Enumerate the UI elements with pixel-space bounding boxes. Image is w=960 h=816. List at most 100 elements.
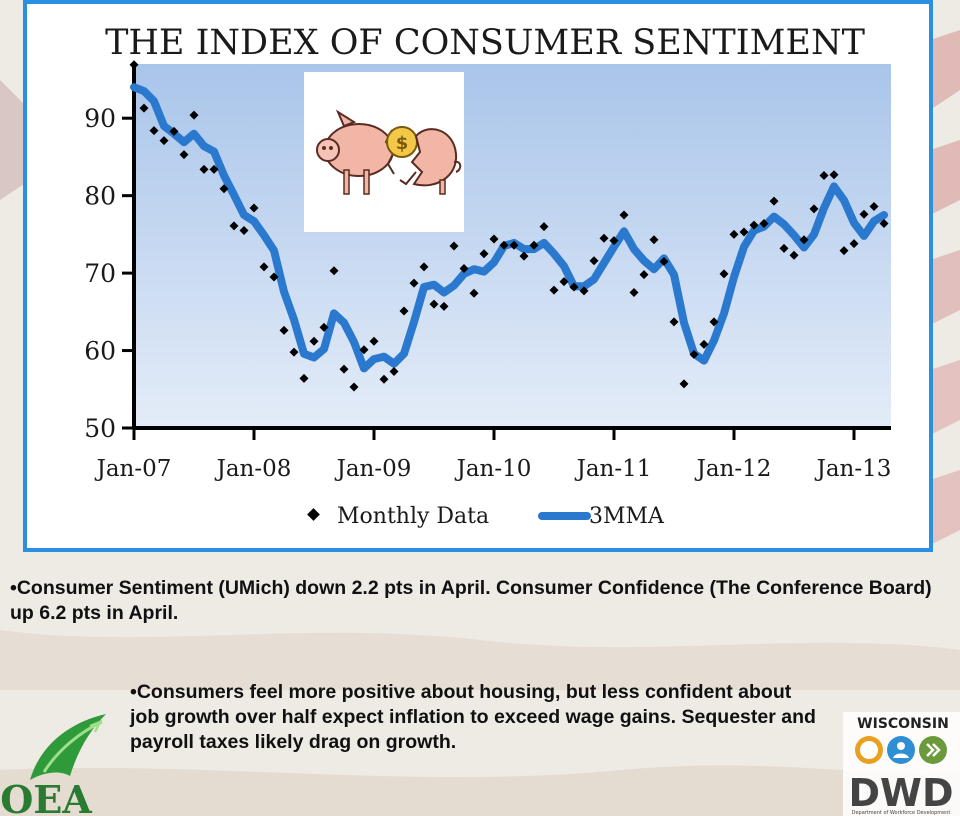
dwd-logo-caption: Department of Workforce Development [852, 810, 951, 816]
monthly-data-point [159, 136, 169, 146]
monthly-data-point [619, 210, 629, 220]
monthly-data-point [209, 164, 219, 174]
monthly-data-point [589, 256, 599, 266]
monthly-data-point [679, 379, 689, 389]
series-monthly-data [129, 60, 889, 392]
monthly-data-point [389, 366, 399, 376]
monthly-data-point [139, 103, 149, 113]
monthly-data-point [759, 219, 769, 229]
monthly-data-point [239, 226, 249, 236]
dwd-logo: WISCONSIN DWD Department of Workforce De… [843, 712, 960, 816]
y-axis-ticks: 50 60 70 80 90 [84, 104, 134, 443]
monthly-data-point [609, 236, 619, 246]
monthly-data-point [469, 288, 479, 298]
monthly-data-point [489, 234, 499, 244]
monthly-data-point [309, 336, 319, 346]
monthly-data-point [439, 301, 449, 311]
x-tick-label: Jan-11 [575, 456, 652, 482]
monthly-data-point [849, 239, 859, 249]
monthly-data-point [339, 364, 349, 374]
monthly-data-point [429, 299, 439, 309]
monthly-data-point [629, 287, 639, 297]
monthly-data-point [169, 126, 179, 136]
monthly-data-point [319, 322, 329, 332]
dwd-logo-wisconsin: WISCONSIN [857, 716, 949, 732]
monthly-data-point [299, 373, 309, 383]
monthly-data-point [509, 240, 519, 250]
x-axis-ticks: Jan-07 Jan-08 Jan-09 Jan-10 Jan-11 Jan-12 Jan-… [95, 428, 892, 482]
monthly-data-point [369, 336, 379, 346]
chart-legend: Monthly Data 3MMA [307, 504, 665, 529]
monthly-data-point [819, 171, 829, 181]
bullet-note-sentiment: •Consumer Sentiment (UMich) down 2.2 pts… [10, 577, 932, 624]
monthly-data-point [749, 220, 759, 230]
series-3mma-line [130, 83, 888, 373]
legend-item-3mma: 3MMA [538, 504, 665, 529]
monthly-data-point [829, 170, 839, 180]
y-tick-label: 90 [84, 104, 116, 133]
monthly-data-point [859, 209, 869, 219]
monthly-data-point [879, 219, 889, 229]
y-tick-label: 50 [84, 414, 116, 443]
monthly-data-point [789, 250, 799, 260]
bullet-note-consumers: •Consumers feel more positive about hous… [130, 681, 816, 753]
monthly-data-point [809, 204, 819, 214]
monthly-data-point [399, 306, 409, 316]
monthly-data-point [479, 249, 489, 259]
monthly-data-point [709, 317, 719, 327]
oea-logo-text: OEA [0, 777, 92, 816]
dwd-logo-letters: DWD [848, 771, 953, 815]
svg-text:$: $ [396, 133, 409, 154]
monthly-data-point [539, 222, 549, 232]
monthly-data-point [579, 286, 589, 296]
x-tick-label: Jan-09 [335, 456, 412, 482]
monthly-data-point [599, 233, 609, 243]
monthly-data-point [419, 262, 429, 272]
legend-item-monthly-data: Monthly Data [307, 504, 489, 529]
monthly-data-point [799, 235, 809, 245]
monthly-data-point [379, 374, 389, 384]
broken-piggy-bank-icon: $ [304, 72, 464, 232]
monthly-data-point [719, 269, 729, 279]
y-tick-label: 60 [84, 337, 116, 366]
monthly-data-point [289, 347, 299, 357]
monthly-data-point [359, 345, 369, 355]
monthly-data-point [249, 203, 259, 213]
monthly-data-point [729, 229, 739, 239]
legend-label-monthly-data: Monthly Data [337, 504, 489, 529]
y-tick-label: 70 [84, 259, 116, 288]
monthly-data-point [699, 339, 709, 349]
monthly-data-point [519, 251, 529, 261]
monthly-data-point [869, 202, 879, 212]
monthly-data-point [569, 282, 579, 292]
x-tick-label: Jan-13 [815, 456, 892, 482]
oea-logo: OEA [0, 714, 106, 816]
monthly-data-point [279, 325, 289, 335]
monthly-data-point [219, 184, 229, 194]
monthly-data-point [259, 262, 269, 272]
monthly-data-point [529, 240, 539, 250]
monthly-data-point [199, 164, 209, 174]
monthly-data-point [649, 235, 659, 245]
monthly-data-point [839, 246, 849, 256]
monthly-data-point [639, 270, 649, 280]
monthly-data-point [349, 382, 359, 392]
monthly-data-point [269, 272, 279, 282]
monthly-data-point [669, 317, 679, 327]
monthly-data-point [449, 241, 459, 251]
x-tick-label: Jan-08 [215, 456, 292, 482]
y-tick-label: 80 [84, 182, 116, 211]
legend-label-3mma: 3MMA [589, 504, 665, 529]
chart-title: THE INDEX OF CONSUMER SENTIMENT [105, 23, 865, 63]
monthly-data-point [179, 150, 189, 160]
x-tick-label: Jan-07 [95, 456, 172, 482]
monthly-data-point [499, 240, 509, 250]
monthly-data-point [559, 277, 569, 287]
monthly-data-point [779, 243, 789, 253]
chart-axes [132, 64, 891, 430]
legend-marker-diamond [307, 508, 320, 521]
monthly-data-point [689, 349, 699, 359]
monthly-data-point [659, 256, 669, 266]
monthly-data-point [129, 60, 139, 70]
monthly-data-point [769, 196, 779, 206]
